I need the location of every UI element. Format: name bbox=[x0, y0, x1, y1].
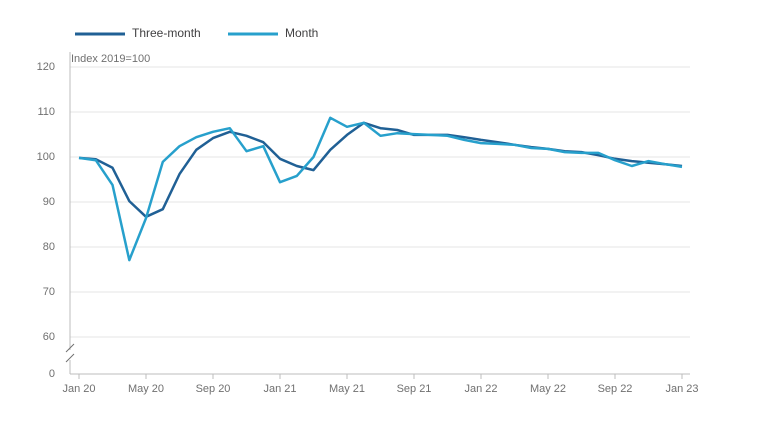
x-tick-label: Jan 23 bbox=[665, 383, 698, 395]
x-tick-label: Jan 21 bbox=[263, 383, 296, 395]
y-axis-label: Index 2019=100 bbox=[71, 53, 150, 65]
x-tick-label: May 21 bbox=[329, 383, 365, 395]
y-tick-label: 90 bbox=[43, 196, 55, 208]
y-tick-label: 70 bbox=[43, 286, 55, 298]
x-tick-label: Jan 22 bbox=[464, 383, 497, 395]
x-tick-label: Jan 20 bbox=[62, 383, 95, 395]
axis-break bbox=[65, 353, 75, 363]
y-tick-label: 0 bbox=[49, 368, 55, 380]
legend-label: Three-month bbox=[132, 26, 201, 40]
y-tick-label: 80 bbox=[43, 241, 55, 253]
axis-break bbox=[65, 343, 75, 353]
y-tick-label: 100 bbox=[37, 151, 55, 163]
x-tick-label: May 20 bbox=[128, 383, 164, 395]
legend-label: Month bbox=[285, 26, 318, 40]
x-tick-label: May 22 bbox=[530, 383, 566, 395]
y-tick-label: 110 bbox=[37, 106, 55, 118]
series-line bbox=[78, 116, 683, 262]
x-tick-label: Sep 20 bbox=[196, 383, 231, 395]
x-tick-label: Sep 22 bbox=[598, 383, 633, 395]
x-tick-label: Sep 21 bbox=[397, 383, 432, 395]
y-tick-label: 60 bbox=[43, 331, 55, 343]
y-tick-label: 120 bbox=[37, 61, 55, 73]
